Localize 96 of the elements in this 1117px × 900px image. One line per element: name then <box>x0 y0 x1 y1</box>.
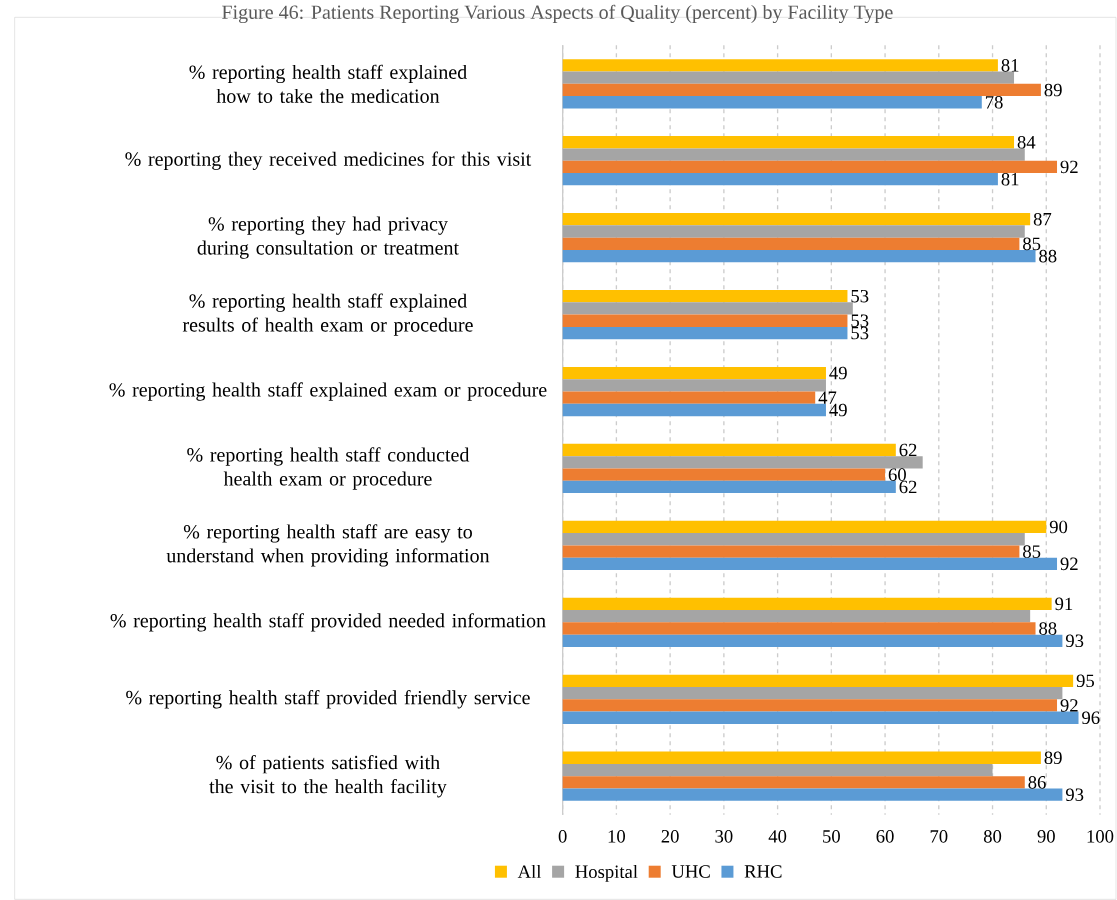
y-tick-label: % reporting health staff are easy to understand when providing information <box>166 524 490 567</box>
legend-label: Hospital <box>575 864 638 882</box>
y-tick-label: % reporting they had privacy during consultation or treatment <box>197 216 459 259</box>
bar <box>562 711 1079 724</box>
bar <box>562 249 1036 263</box>
bar <box>562 403 826 417</box>
bar <box>562 622 1036 635</box>
bar <box>562 148 1025 161</box>
x-tick-label: 60 <box>876 830 894 843</box>
data-label: 49 <box>829 366 847 380</box>
y-tick-label: % reporting health staff explained how to take the medication <box>189 64 467 103</box>
bar <box>562 289 848 303</box>
data-label: 81 <box>1001 59 1019 72</box>
data-label: 84 <box>1017 135 1036 149</box>
bar <box>562 788 1063 801</box>
bar <box>562 533 1025 546</box>
bar <box>562 776 1025 789</box>
y-tick-label: % reporting health staff explained exam or procedure <box>109 382 547 401</box>
data-label: 85 <box>1023 545 1041 558</box>
data-label: 60 <box>888 468 906 481</box>
bar <box>562 634 1063 647</box>
data-label: 92 <box>1060 557 1078 571</box>
bar <box>562 96 982 109</box>
x-tick-label: 70 <box>930 830 948 843</box>
x-tick-label: 100 <box>1087 830 1114 843</box>
bar <box>562 160 1058 174</box>
data-label: 91 <box>1055 597 1073 611</box>
data-label: 81 <box>1001 172 1019 186</box>
bar <box>562 610 1031 623</box>
bar <box>562 173 998 186</box>
x-tick-label: 20 <box>661 830 679 843</box>
y-tick-label: % reporting health staff conducted health exam or procedure <box>187 447 470 490</box>
data-label: 90 <box>1049 520 1068 534</box>
bar <box>562 480 896 494</box>
bar <box>562 751 1041 764</box>
bar <box>562 83 1041 97</box>
legend-label: UHC <box>671 865 710 878</box>
x-tick-label: 90 <box>1037 830 1055 843</box>
bar <box>562 391 816 404</box>
x-tick-label: 50 <box>823 830 840 843</box>
data-label: 53 <box>851 326 869 340</box>
bar <box>562 237 1020 250</box>
data-label: 85 <box>1023 237 1041 251</box>
y-tick-label: % reporting health staff explained results of health exam or procedure <box>182 293 473 336</box>
x-tick-label: 0 <box>558 830 567 843</box>
bar <box>562 59 998 72</box>
y-tick-label: % reporting they received medicines for this visit <box>125 151 532 170</box>
bar <box>562 674 1074 687</box>
x-tick-label: 80 <box>983 830 1002 843</box>
data-label: 93 <box>1065 634 1084 648</box>
bar <box>562 468 886 481</box>
data-label: 93 <box>1065 788 1084 801</box>
data-label: 53 <box>851 314 869 328</box>
bar <box>562 763 993 777</box>
data-label: 49 <box>829 403 847 417</box>
y-tick-label: % reporting health staff provided friendly service <box>126 690 530 709</box>
x-tick-label: 10 <box>608 830 626 843</box>
bar <box>562 302 853 315</box>
bar <box>562 597 1052 611</box>
bar <box>562 443 896 457</box>
data-label: 62 <box>899 443 917 457</box>
data-label: 86 <box>1028 776 1046 789</box>
data-label: 47 <box>818 391 837 404</box>
bar <box>562 326 848 340</box>
data-label: 92 <box>1060 160 1078 174</box>
bar <box>562 545 1020 558</box>
x-tick-label: 40 <box>768 830 787 843</box>
data-label: 95 <box>1076 674 1095 688</box>
data-label: 88 <box>1039 622 1057 635</box>
bar <box>562 456 923 469</box>
data-label: 89 <box>1044 83 1062 97</box>
legend-label: All <box>517 864 542 878</box>
data-label: 89 <box>1044 751 1062 765</box>
y-tick-label: % reporting health staff provided needed information <box>110 613 546 632</box>
bar <box>562 379 826 392</box>
data-label: 96 <box>1082 711 1100 725</box>
bar <box>562 314 848 327</box>
data-label: 92 <box>1060 699 1078 712</box>
x-tick-label: 30 <box>715 830 733 843</box>
y-tick-label: % of patients satisfied with the visit to the health facility <box>209 755 447 798</box>
bar <box>562 213 1031 226</box>
bar <box>562 136 1015 149</box>
chart-title: Figure 46: Patients Reporting Various Aspects of Quality (percent) by Facility Type <box>222 4 893 24</box>
bar <box>562 557 1058 571</box>
bar <box>562 699 1058 712</box>
data-label: 87 <box>1033 212 1052 226</box>
bar <box>562 520 1047 534</box>
bar <box>562 686 1063 700</box>
bar <box>562 225 1025 238</box>
data-label: 78 <box>985 95 1003 109</box>
data-label: 62 <box>899 480 917 494</box>
bar <box>562 366 826 380</box>
bar <box>562 71 1015 84</box>
data-label: 88 <box>1039 249 1057 263</box>
legend-label: RHC <box>744 865 782 878</box>
data-label: 53 <box>851 289 869 303</box>
